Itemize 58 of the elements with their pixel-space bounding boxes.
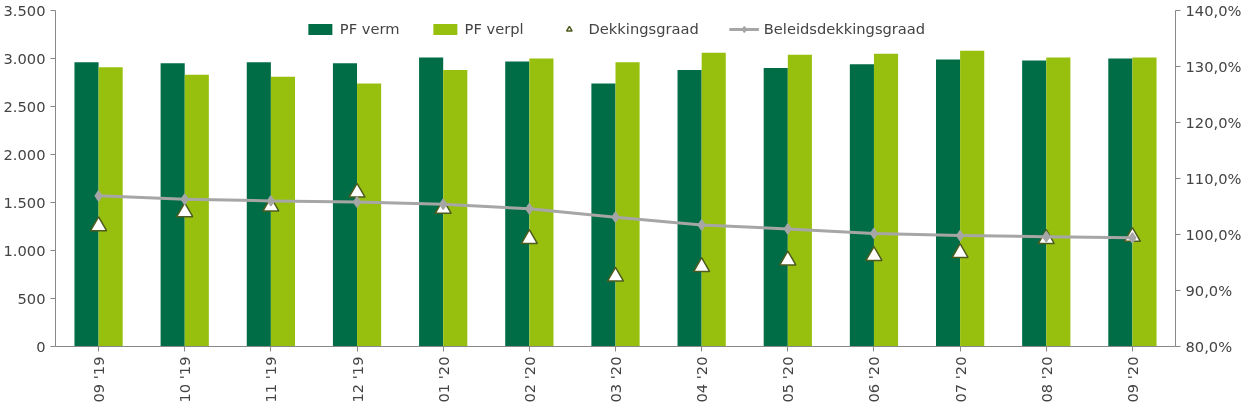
y-tick-label: 1.500 bbox=[3, 193, 46, 211]
legend-label: Beleidsdekkingsgraad bbox=[763, 20, 926, 37]
bar bbox=[849, 64, 874, 347]
bar bbox=[270, 76, 296, 347]
bar bbox=[443, 70, 468, 347]
bar bbox=[677, 70, 702, 347]
bar bbox=[246, 62, 271, 347]
bar bbox=[935, 59, 961, 347]
bar bbox=[1022, 60, 1047, 347]
bar bbox=[1046, 57, 1071, 347]
bar bbox=[184, 74, 209, 347]
y2-tick-label: 100,0% bbox=[1185, 226, 1242, 243]
x-tick-label: 12 '19 bbox=[348, 356, 366, 403]
y2-tick-label: 140,0% bbox=[1185, 2, 1242, 19]
x-tick-label: 09 '20 bbox=[1123, 356, 1141, 403]
bar bbox=[357, 83, 382, 347]
x-tick-label: 05 '20 bbox=[779, 356, 797, 403]
x-tick-label: 02 '20 bbox=[520, 356, 538, 403]
x-tick-label: 08 '20 bbox=[1037, 356, 1055, 403]
y-tick-label: 2.500 bbox=[3, 97, 46, 115]
bar bbox=[419, 57, 444, 347]
bar bbox=[960, 50, 985, 347]
y2-tick-label: 110,0% bbox=[1185, 170, 1242, 187]
y2-tick-label: 130,0% bbox=[1185, 58, 1242, 75]
legend-label: PF verpl bbox=[464, 20, 524, 37]
legend-label: PF verm bbox=[339, 20, 400, 37]
x-tick-label: 09 '19 bbox=[90, 356, 108, 403]
bar bbox=[160, 63, 185, 347]
bar bbox=[332, 63, 358, 347]
y2-tick-label: 120,0% bbox=[1185, 114, 1242, 131]
y2-tick-label: 90,0% bbox=[1185, 282, 1233, 299]
bar bbox=[787, 54, 812, 347]
bar bbox=[505, 61, 530, 347]
y2-tick-label: 80,0% bbox=[1185, 338, 1233, 355]
bar bbox=[98, 67, 123, 347]
y-tick-label: 500 bbox=[17, 289, 46, 307]
bar bbox=[701, 52, 726, 347]
bar bbox=[873, 53, 899, 347]
y-tick-label: 0 bbox=[36, 337, 46, 355]
x-tick-label: 06 '20 bbox=[865, 356, 883, 403]
x-tick-label: 04 '20 bbox=[693, 356, 711, 403]
bar bbox=[74, 62, 99, 347]
x-tick-label: 11 '19 bbox=[262, 356, 280, 403]
bar bbox=[1108, 58, 1133, 347]
x-tick-label: 03 '20 bbox=[607, 356, 624, 403]
y-tick-label: 2.000 bbox=[3, 145, 46, 163]
legend-label: Dekkingsgraad bbox=[588, 20, 699, 37]
bar bbox=[615, 62, 640, 347]
bar bbox=[763, 68, 788, 347]
x-tick-label: 07 '20 bbox=[951, 356, 969, 403]
y-tick-label: 3.000 bbox=[3, 49, 46, 67]
y-tick-label: 3.500 bbox=[3, 1, 46, 19]
bar bbox=[529, 58, 554, 347]
x-tick-label: 10 '19 bbox=[176, 356, 194, 403]
y-tick-label: 1.000 bbox=[3, 241, 46, 259]
x-tick-label: 01 '20 bbox=[434, 356, 452, 403]
bar bbox=[1132, 57, 1157, 347]
bar bbox=[591, 83, 616, 347]
